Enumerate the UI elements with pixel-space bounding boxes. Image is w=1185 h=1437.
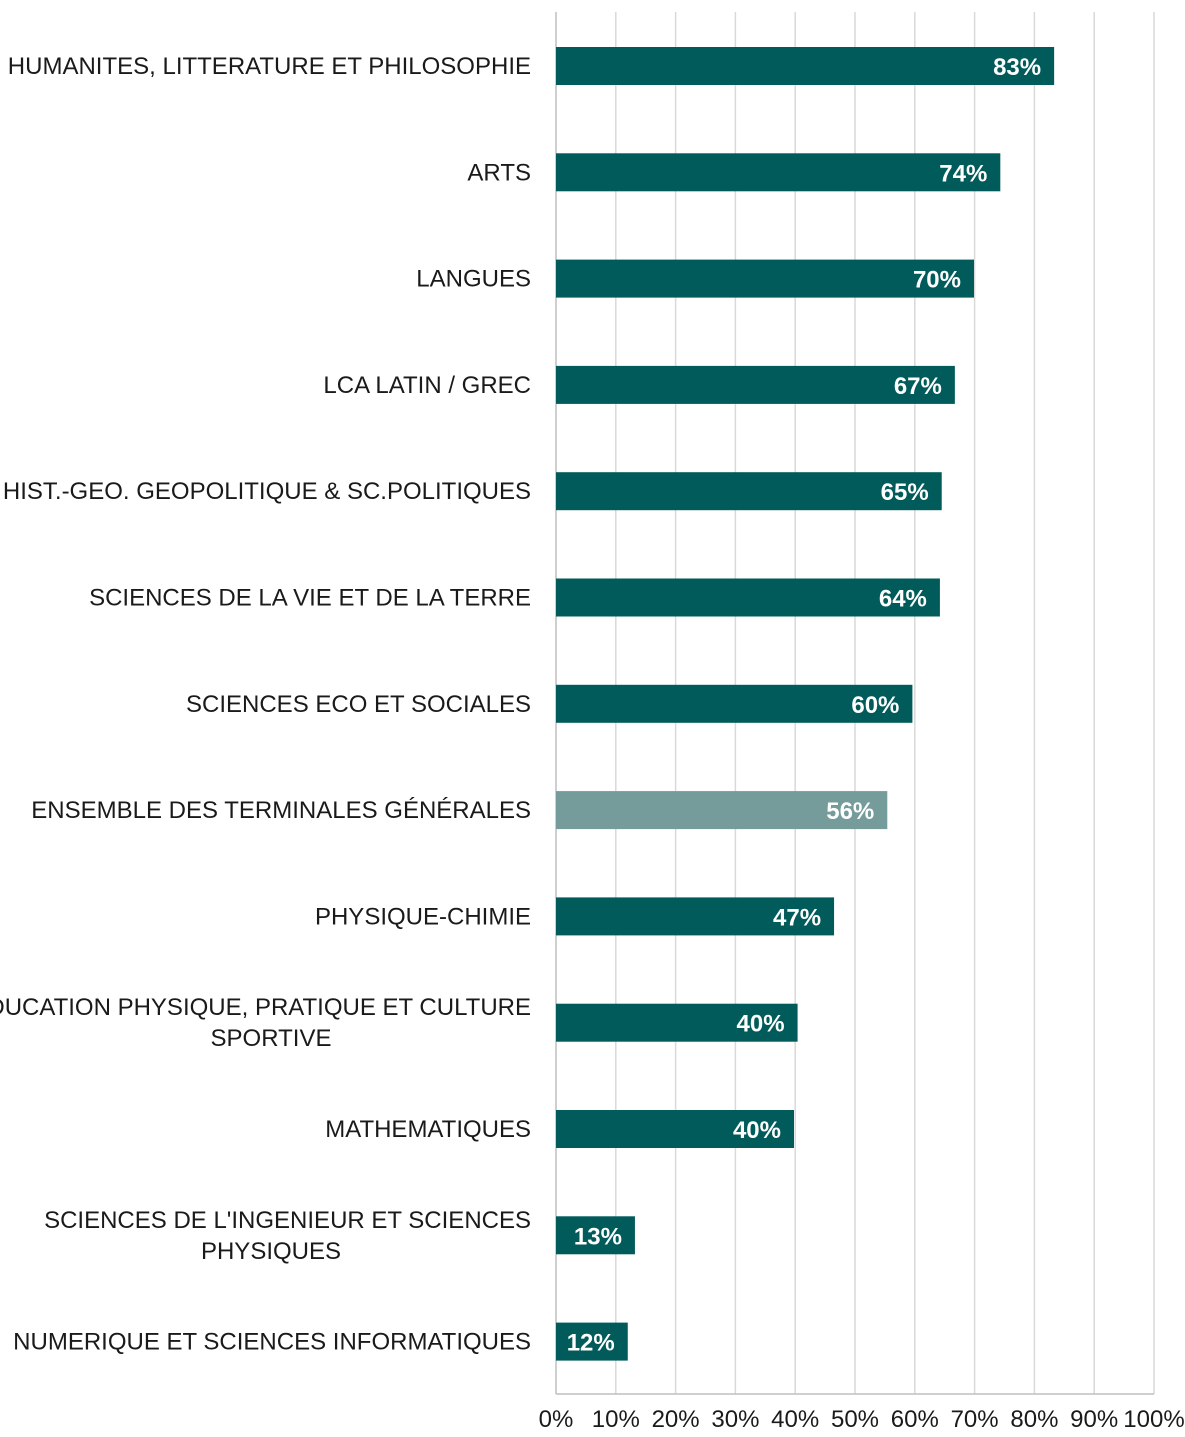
data-label: 13% [574, 1223, 622, 1250]
x-tick-label: 20% [652, 1406, 700, 1433]
category-label: LCA LATIN / GREC [323, 372, 531, 399]
data-label: 12% [567, 1330, 615, 1357]
bar [556, 1322, 628, 1361]
bar [556, 684, 913, 723]
bar-highlight [556, 791, 888, 830]
x-axis-ticks: 0% 10% 20% 30% 40% 50% 60% 70% 80% 90% 100% [539, 1406, 1185, 1433]
data-label: 74% [939, 160, 987, 187]
category-label: NUMERIQUE ET SCIENCES INFORMATIQUES [13, 1329, 531, 1356]
data-label: 67% [894, 373, 942, 400]
data-label: 40% [733, 1117, 781, 1144]
category-label: PHYSIQUE-CHIMIE [315, 903, 531, 930]
category-label: LANGUES [416, 266, 531, 293]
x-tick-label: 0% [539, 1406, 574, 1433]
bar [556, 259, 975, 298]
bar [556, 47, 1055, 85]
x-tick-label: 80% [1010, 1406, 1058, 1433]
bar [556, 1003, 798, 1042]
x-tick-label: 40% [771, 1406, 819, 1433]
bar [556, 1216, 635, 1255]
data-label: 40% [737, 1011, 785, 1038]
x-tick-label: 50% [831, 1406, 879, 1433]
data-label: 60% [851, 692, 899, 719]
x-tick-label: 10% [592, 1406, 640, 1433]
data-label: 56% [826, 798, 874, 825]
data-label: 70% [913, 267, 961, 294]
category-label: EDUCATION PHYSIQUE, PRATIQUE ET CULTURE S… [0, 994, 531, 1052]
category-label: SCIENCES DE LA VIE ET DE LA TERRE [89, 585, 531, 612]
bar [556, 472, 942, 511]
x-tick-label: 90% [1070, 1406, 1118, 1433]
bars: 83% 74% 70% 67% 65% 64% 60% 56% 47% 40% 40% 13% 12% [556, 47, 1055, 1361]
x-tick-label: 60% [891, 1406, 939, 1433]
x-tick-label: 70% [951, 1406, 999, 1433]
x-tick-label: 30% [711, 1406, 759, 1433]
category-labels: HUMANITES, LITTERATURE ET PHILOSOPHIE ART… [0, 53, 531, 1356]
category-label: MATHEMATIQUES [325, 1116, 531, 1143]
category-label: HUMANITES, LITTERATURE ET PHILOSOPHIE [8, 53, 531, 80]
category-label: ARTS [467, 159, 531, 186]
bar [556, 365, 955, 404]
bar [556, 578, 940, 617]
data-label: 83% [993, 54, 1041, 81]
category-label: SCIENCES DE L'INGENIEUR ET SCIENCES PHYSI… [44, 1207, 531, 1265]
data-label: 64% [879, 586, 927, 613]
category-label: SCIENCES ECO ET SOCIALES [186, 691, 531, 718]
x-tick-label: 100% [1123, 1406, 1184, 1433]
bar [556, 153, 1001, 192]
data-label: 65% [881, 479, 929, 506]
data-label: 47% [773, 904, 821, 931]
category-label: HIST.-GEO. GEOPOLITIQUE & SC.POLITIQUES [3, 478, 531, 505]
bar [556, 897, 835, 936]
category-label: ENSEMBLE DES TERMINALES GÉNÉRALES [31, 797, 531, 824]
bar [556, 1110, 795, 1148]
